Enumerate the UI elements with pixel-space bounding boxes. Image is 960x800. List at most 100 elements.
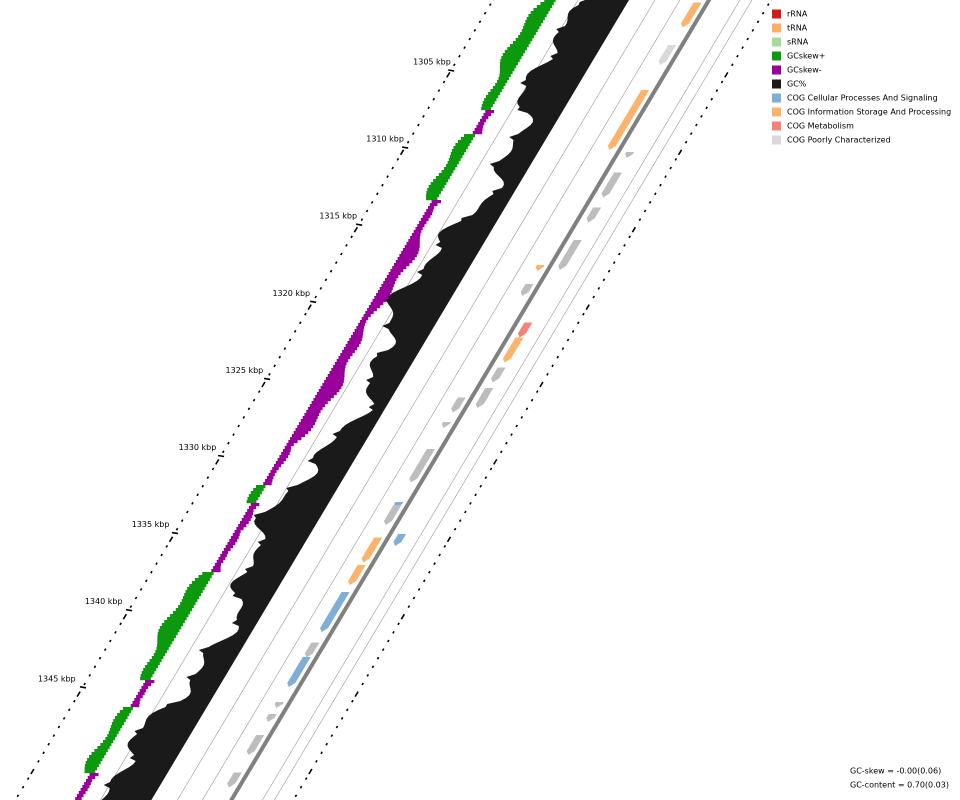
gc-skew-bar bbox=[76, 794, 84, 798]
gc-skew-bar bbox=[223, 548, 231, 552]
gc-skew-bar bbox=[349, 338, 362, 342]
scale-tick bbox=[263, 377, 271, 381]
tick-dot bbox=[304, 777, 308, 781]
tick-dot bbox=[468, 37, 472, 41]
tick-dot bbox=[499, 450, 503, 454]
gc-skew-bar bbox=[481, 104, 493, 108]
gc-skew-bar bbox=[132, 701, 140, 705]
gc-skew-bar bbox=[399, 254, 417, 258]
gc-skew-bar bbox=[460, 137, 474, 141]
track-line bbox=[177, 0, 656, 800]
tick-dot bbox=[345, 243, 348, 247]
gc-skew-bar bbox=[415, 227, 423, 231]
gc-skew-bar bbox=[173, 611, 191, 615]
tick-dot bbox=[483, 11, 487, 15]
gene-feature bbox=[227, 772, 242, 788]
tick-dot bbox=[669, 166, 672, 170]
tick-dot bbox=[242, 415, 246, 419]
gene-feature bbox=[625, 152, 635, 158]
gc-skew-bar bbox=[347, 341, 361, 345]
gc-skew-bar bbox=[435, 176, 450, 180]
gc-skew-bar bbox=[302, 416, 318, 420]
gc-skew-bar bbox=[250, 503, 260, 507]
gc-skew-bar bbox=[231, 536, 239, 540]
gc-skew-bar bbox=[476, 125, 484, 129]
tick-dot bbox=[88, 673, 92, 677]
scale-label: 1335 kbp bbox=[132, 520, 170, 529]
gc-skew-bar bbox=[424, 212, 433, 216]
gc-skew-bar bbox=[243, 515, 253, 519]
gene-feature bbox=[409, 467, 424, 483]
legend-swatch bbox=[772, 9, 781, 19]
legend-swatch bbox=[772, 107, 781, 117]
gc-skew-bar bbox=[329, 371, 345, 375]
tick-dot bbox=[664, 175, 667, 179]
gc-skew-bar bbox=[167, 617, 187, 621]
gc-skew-bar bbox=[499, 62, 518, 66]
tick-dot bbox=[597, 286, 601, 290]
gc-skew-bar bbox=[214, 563, 222, 567]
tick-dot bbox=[515, 424, 518, 428]
tick-dot bbox=[695, 123, 698, 127]
tick-dot bbox=[399, 149, 405, 156]
gc-skew-bar bbox=[504, 50, 526, 54]
gc-skew-bar bbox=[265, 479, 273, 483]
gc-skew-bar bbox=[523, 26, 540, 30]
tick-dot bbox=[715, 89, 719, 93]
gc-skew-bar bbox=[308, 407, 323, 411]
tick-dot bbox=[489, 467, 493, 471]
gc-skew-bar bbox=[429, 203, 438, 207]
gc-skew-bar bbox=[313, 398, 331, 402]
gc-skew-bar bbox=[198, 575, 212, 579]
gc-skew-bar bbox=[157, 635, 176, 639]
tick-dot bbox=[319, 286, 323, 290]
gc-skew-bar bbox=[114, 716, 128, 720]
gc-skew-bar bbox=[304, 413, 320, 417]
gc-skew-bar bbox=[85, 761, 101, 765]
gc-skew-bar bbox=[156, 647, 169, 651]
tick-dot bbox=[351, 699, 354, 703]
gc-skew-bar bbox=[501, 56, 522, 60]
gc-skew-bar bbox=[248, 506, 256, 510]
gc-skew-bar bbox=[325, 377, 345, 381]
gc-skew-bar bbox=[320, 386, 342, 390]
gene-feature bbox=[475, 388, 494, 408]
tick-dot bbox=[479, 484, 483, 488]
gc-skew-bar bbox=[427, 188, 443, 192]
gc-skew-bar bbox=[247, 509, 254, 513]
gc-skew-bar bbox=[499, 68, 515, 72]
gc-skew-bar bbox=[229, 539, 238, 543]
gc-skew-bar bbox=[431, 200, 442, 204]
gc-skew-bar bbox=[84, 782, 91, 786]
tick-dot bbox=[592, 295, 595, 299]
tick-dot bbox=[150, 570, 153, 574]
tick-dot bbox=[571, 329, 575, 333]
tick-dot bbox=[376, 192, 379, 196]
gc-skew-bar bbox=[528, 14, 547, 18]
gc-skew-bar bbox=[82, 785, 90, 789]
track-line bbox=[202, 0, 681, 800]
gc-skew-bar bbox=[483, 113, 491, 117]
gc-skew-bar bbox=[426, 209, 434, 213]
gc-skew-bar bbox=[178, 605, 194, 609]
tick-dot bbox=[304, 312, 307, 316]
tick-dot bbox=[175, 527, 179, 531]
gc-skew-bar bbox=[300, 419, 317, 423]
tick-dot bbox=[700, 114, 703, 118]
tick-dot bbox=[751, 28, 755, 32]
gc-skew-bar bbox=[526, 17, 545, 21]
tick-dot bbox=[307, 304, 312, 311]
gc-skew-bar bbox=[161, 623, 184, 627]
gc-skew-bar bbox=[395, 260, 413, 264]
gc-skew-bar bbox=[266, 476, 274, 480]
scale-tick bbox=[309, 300, 317, 304]
gc-skew-bar bbox=[324, 380, 344, 384]
gc-skew-bar bbox=[284, 446, 292, 450]
gc-skew-bar bbox=[482, 101, 495, 105]
gene-feature bbox=[304, 642, 320, 658]
tick-dot bbox=[119, 622, 122, 626]
gc-skew-bar bbox=[520, 32, 536, 36]
gene-feature bbox=[558, 240, 582, 270]
gc-skew-bar bbox=[149, 659, 162, 663]
scale-label: 1345 kbp bbox=[38, 674, 76, 683]
